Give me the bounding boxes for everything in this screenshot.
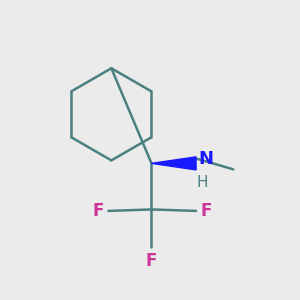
Text: H: H [197,175,208,190]
Text: F: F [200,202,212,220]
Text: F: F [93,202,104,220]
Text: F: F [146,252,157,270]
Polygon shape [152,157,196,170]
Text: N: N [198,150,213,168]
